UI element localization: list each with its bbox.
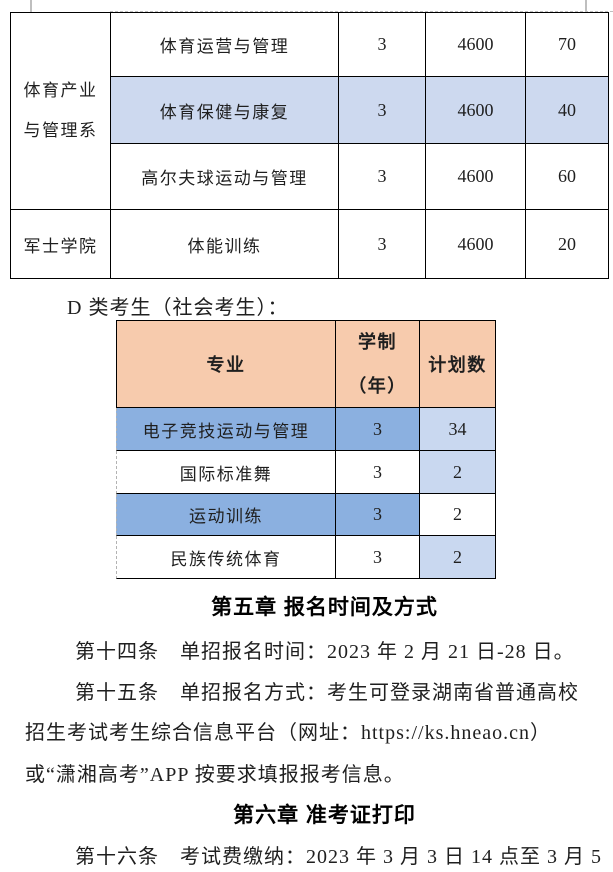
- years-cell: 3: [336, 536, 420, 579]
- years-cell: 3: [339, 77, 426, 144]
- header-years-line2: （年）: [348, 376, 407, 396]
- chapter5-line-1: 第十四条 单招报名时间：2023 年 2 月 21 日-28 日。: [75, 641, 575, 663]
- major-cell: 国际标准舞: [116, 451, 336, 494]
- years-cell: 3: [339, 210, 426, 279]
- chapter5-line-2: 第十五条 单招报名方式：考生可登录湖南省普通高校: [75, 682, 579, 704]
- plan-cell: 40: [526, 77, 609, 144]
- page-break-dashed-line: [110, 11, 613, 12]
- plan-cell: 2: [420, 494, 496, 536]
- dept-plan-table: 体育产业 与管理系 体育运营与管理 3 4600 70 体育保健与康复 3 46…: [10, 12, 609, 279]
- major-cell: 体育保健与康复: [111, 77, 339, 144]
- tuition-cell: 4600: [426, 144, 526, 210]
- major-cell: 体能训练: [111, 210, 339, 279]
- chapter6-line-1: 第十六条 考试费缴纳：2023 年 3 月 3 日 14 点至 3 月 5: [75, 846, 602, 868]
- page-margin-tick-left: [30, 0, 32, 12]
- plan-cell: 60: [526, 144, 609, 210]
- chapter6-title: 第六章 准考证打印: [233, 804, 416, 827]
- tuition-cell: 4600: [426, 13, 526, 77]
- major-cell: 高尔夫球运动与管理: [111, 144, 339, 210]
- tuition-cell: 4600: [426, 77, 526, 144]
- years-cell: 3: [336, 451, 420, 494]
- major-cell: 体育运营与管理: [111, 13, 339, 77]
- major-cell: 电子竞技运动与管理: [116, 408, 336, 451]
- years-cell: 3: [339, 144, 426, 210]
- dept-line-1: 体育产业: [23, 81, 98, 100]
- tuition-cell: 4600: [426, 210, 526, 279]
- major-cell: 民族传统体育: [116, 536, 336, 579]
- years-cell: 3: [339, 13, 426, 77]
- plan-cell: 20: [526, 210, 609, 279]
- chapter5-line-4: 或“潇湘高考”APP 按要求填报报考信息。: [25, 764, 405, 786]
- header-plan: 计划数: [420, 321, 496, 408]
- d-category-table: 专业 学制 （年） 计划数 电子竞技运动与管理 3 34 国际标准舞 3 2 运…: [116, 320, 496, 579]
- header-years: 学制 （年）: [336, 321, 420, 408]
- dept-line-2: 与管理系: [23, 121, 98, 140]
- header-major: 专业: [116, 321, 336, 408]
- header-years-line1: 学制: [358, 332, 397, 352]
- d-category-label: D 类考生（社会考生）：: [67, 297, 289, 319]
- plan-cell: 2: [420, 536, 496, 579]
- dept-cell-military-academy: 军士学院: [11, 210, 111, 279]
- page-margin-tick-right: [585, 0, 587, 12]
- plan-cell: 34: [420, 408, 496, 451]
- years-cell: 3: [336, 494, 420, 536]
- chapter5-line-3: 招生考试考生综合信息平台（网址：https://ks.hneao.cn）: [25, 722, 551, 744]
- years-cell: 3: [336, 408, 420, 451]
- major-cell: 运动训练: [116, 494, 336, 536]
- plan-cell: 2: [420, 451, 496, 494]
- chapter5-title: 第五章 报名时间及方式: [211, 596, 438, 619]
- plan-cell: 70: [526, 13, 609, 77]
- dept-cell-sports-industry: 体育产业 与管理系: [11, 13, 111, 210]
